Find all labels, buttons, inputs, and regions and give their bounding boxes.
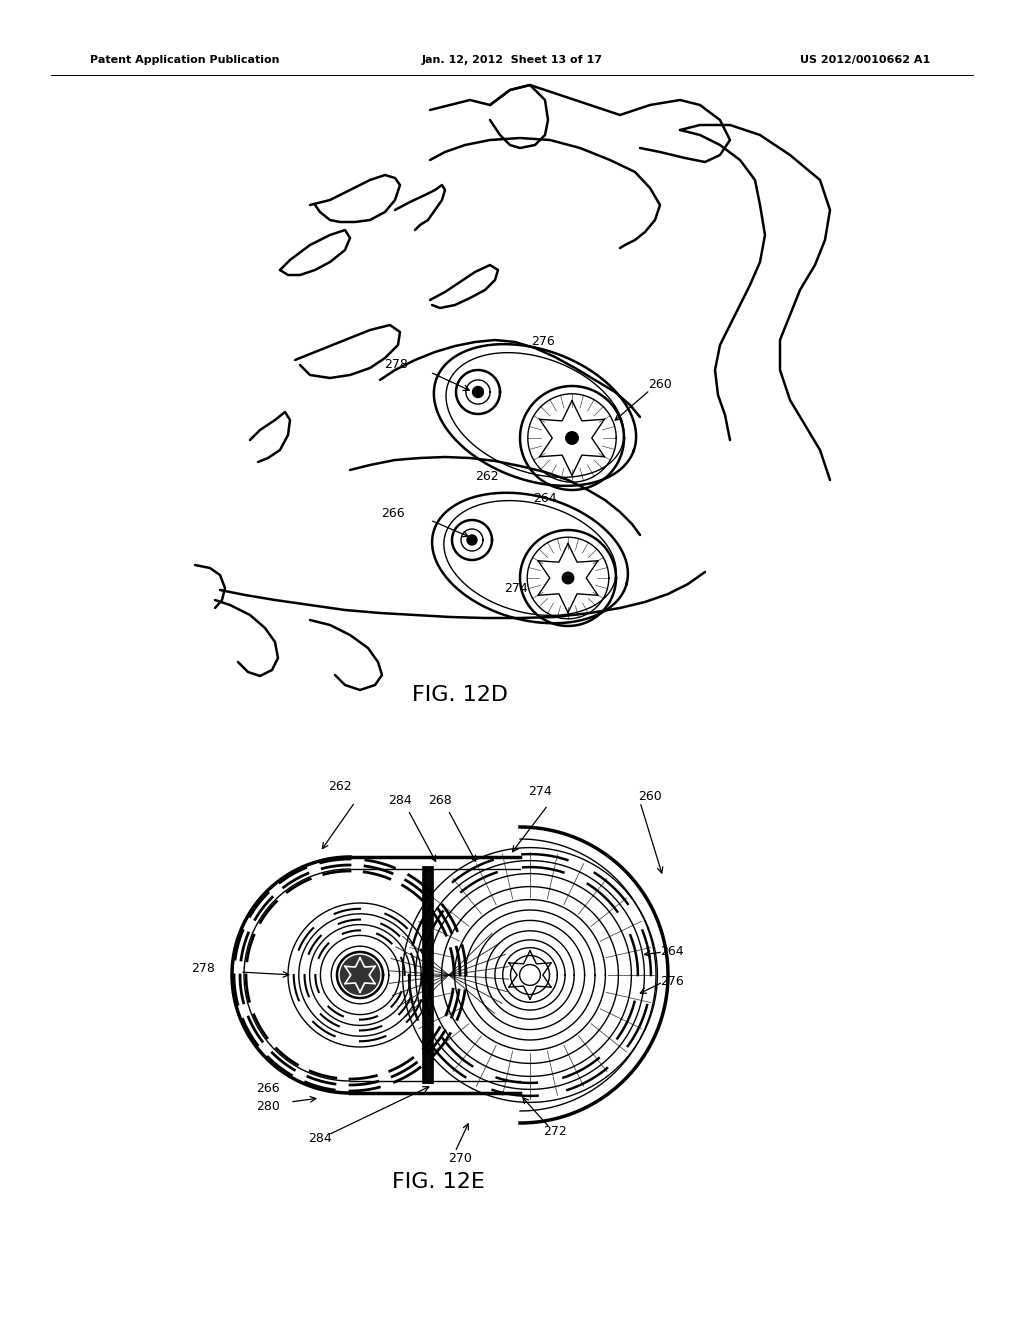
- Text: 280: 280: [256, 1100, 280, 1113]
- Text: 266: 266: [381, 507, 406, 520]
- Text: 268: 268: [428, 795, 452, 807]
- Text: 278: 278: [384, 358, 408, 371]
- Text: 284: 284: [308, 1133, 332, 1144]
- Circle shape: [340, 956, 380, 994]
- Text: 272: 272: [543, 1125, 567, 1138]
- Text: 278: 278: [191, 962, 215, 975]
- Text: 266: 266: [256, 1082, 280, 1096]
- Circle shape: [467, 535, 477, 545]
- Text: 264: 264: [660, 945, 684, 958]
- Circle shape: [519, 965, 541, 986]
- Text: Patent Application Publication: Patent Application Publication: [90, 55, 280, 65]
- Text: 270: 270: [449, 1152, 472, 1166]
- Text: 264: 264: [534, 492, 557, 506]
- Circle shape: [562, 573, 573, 583]
- Text: 260: 260: [638, 789, 662, 803]
- Text: 276: 276: [660, 975, 684, 987]
- Text: Jan. 12, 2012  Sheet 13 of 17: Jan. 12, 2012 Sheet 13 of 17: [422, 55, 602, 65]
- Text: 274: 274: [528, 785, 552, 799]
- Text: 276: 276: [531, 335, 555, 348]
- Text: 284: 284: [388, 795, 412, 807]
- Circle shape: [472, 387, 483, 397]
- Text: US 2012/0010662 A1: US 2012/0010662 A1: [800, 55, 930, 65]
- Text: 262: 262: [475, 470, 499, 483]
- Text: 260: 260: [648, 378, 672, 391]
- Circle shape: [565, 432, 579, 445]
- Text: FIG. 12D: FIG. 12D: [412, 685, 508, 705]
- Text: 262: 262: [328, 780, 352, 793]
- Text: 274: 274: [504, 582, 528, 595]
- Text: FIG. 12E: FIG. 12E: [391, 1172, 484, 1192]
